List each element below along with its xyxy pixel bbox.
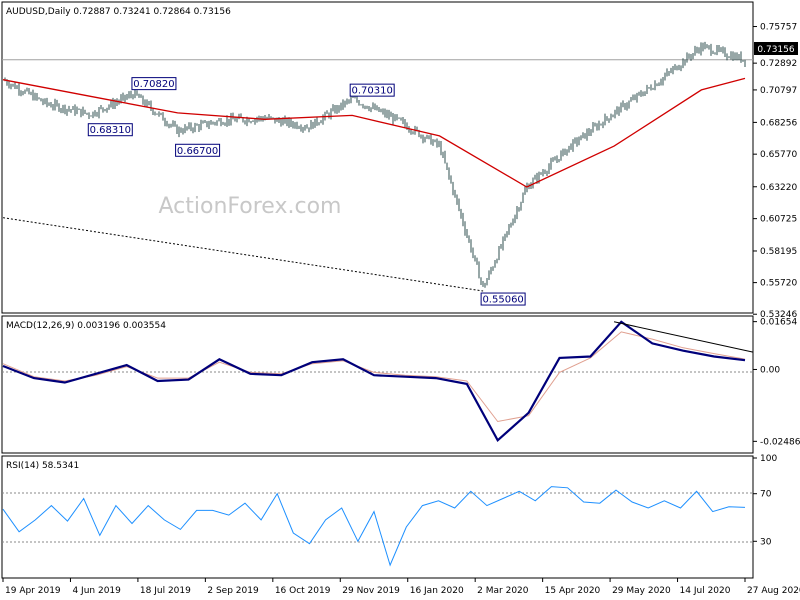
price-annotation-label: 0.68310 bbox=[90, 125, 131, 136]
price-y-tick-label: 0.58195 bbox=[760, 247, 797, 257]
date-x-tick-label: 27 Aug 2020 bbox=[747, 586, 800, 596]
price-trendline bbox=[2, 217, 484, 292]
price-trendline-segment bbox=[2, 217, 484, 292]
date-x-tick-label: 29 May 2020 bbox=[612, 586, 671, 596]
price-y-axis: 0.75757 0.72892 0.70797 0.68256 0.65770 0.632… bbox=[753, 23, 797, 320]
date-x-axis: 19 Apr 2019 4 Jun 2019 18 Jul 2019 2 Sep 20… bbox=[2, 578, 800, 596]
price-annotation: 0.70310 bbox=[349, 83, 395, 97]
rsi-pane: RSI(14) 58.5341 100 70 30 bbox=[1, 454, 777, 579]
price-annotation-label: 0.55060 bbox=[482, 295, 523, 306]
rsi-pane-title: RSI(14) 58.5341 bbox=[6, 461, 79, 471]
price-y-tick-label: 0.53246 bbox=[760, 310, 797, 320]
price-annotation: 0.70820 bbox=[131, 77, 177, 91]
date-x-tick-label: 16 Oct 2019 bbox=[275, 586, 331, 596]
date-x-tick-label: 15 Apr 2020 bbox=[545, 586, 601, 596]
macd-y-tick-label: 0.01654 bbox=[760, 318, 797, 328]
price-annotations: 0.70820 0.68310 0.66700 0.70310 0.55060 bbox=[87, 77, 526, 306]
rsi-y-axis: 100 70 30 bbox=[753, 454, 777, 547]
price-annotation-label: 0.70820 bbox=[133, 79, 174, 90]
price-y-tick-label: 0.70797 bbox=[760, 86, 797, 96]
macd-trendline-segment bbox=[613, 321, 754, 353]
watermark: ActionForex.com bbox=[159, 194, 342, 219]
current-price-label: 0.73156 bbox=[757, 45, 794, 55]
date-x-tick-label: 19 Apr 2019 bbox=[5, 586, 61, 596]
macd-y-tick-label: 0.00 bbox=[760, 365, 780, 375]
moving-average-line bbox=[2, 77, 746, 188]
macd-pane-title: MACD(12,26,9) 0.003196 0.003554 bbox=[6, 321, 166, 331]
price-annotation: 0.55060 bbox=[480, 292, 526, 306]
macd-signal-line bbox=[2, 331, 746, 423]
date-x-tick-label: 14 Jul 2020 bbox=[680, 586, 731, 596]
price-y-tick-label: 0.75757 bbox=[760, 23, 797, 33]
current-price-box: 0.73156 bbox=[754, 42, 798, 55]
price-y-tick-label: 0.72892 bbox=[760, 59, 797, 69]
macd-main-line bbox=[2, 320, 746, 443]
price-y-tick-label: 0.65770 bbox=[760, 150, 797, 160]
price-y-tick-label: 0.68256 bbox=[760, 118, 797, 128]
date-x-tick-label: 2 Mar 2020 bbox=[477, 586, 529, 596]
date-x-tick-label: 29 Nov 2019 bbox=[342, 586, 400, 596]
price-pane-title: AUDUSD,Daily 0.72887 0.73241 0.72864 0.7… bbox=[6, 7, 231, 17]
price-y-tick-label: 0.55720 bbox=[760, 279, 797, 289]
price-annotation-label: 0.66700 bbox=[177, 146, 218, 157]
macd-pane: MACD(12,26,9) 0.003196 0.003554 0.016540… bbox=[1, 315, 800, 454]
price-annotation-label: 0.70310 bbox=[351, 86, 392, 97]
price-annotation: 0.66700 bbox=[175, 143, 221, 157]
price-pane: ActionForex.com AUDUSD,Daily 0.72887 0.7… bbox=[1, 1, 798, 320]
macd-trendline bbox=[613, 321, 754, 353]
price-y-tick-label: 0.60725 bbox=[760, 215, 797, 225]
price-y-tick-label: 0.63220 bbox=[760, 183, 797, 193]
date-x-tick-label: 18 Jul 2019 bbox=[140, 586, 191, 596]
macd-y-tick-label: -0.02486 bbox=[760, 437, 800, 447]
rsi-line bbox=[2, 486, 746, 567]
date-x-tick-label: 2 Sep 2019 bbox=[207, 586, 259, 596]
date-x-tick-label: 4 Jun 2019 bbox=[72, 586, 121, 596]
rsi-y-tick-label: 30 bbox=[760, 537, 772, 547]
rsi-y-tick-label: 100 bbox=[760, 454, 777, 464]
rsi-y-tick-label: 70 bbox=[760, 490, 772, 500]
macd-y-axis: 0.01654 0.00 -0.02486 bbox=[753, 318, 800, 447]
price-annotation: 0.68310 bbox=[87, 123, 133, 137]
date-x-tick-label: 16 Jan 2020 bbox=[410, 586, 464, 596]
